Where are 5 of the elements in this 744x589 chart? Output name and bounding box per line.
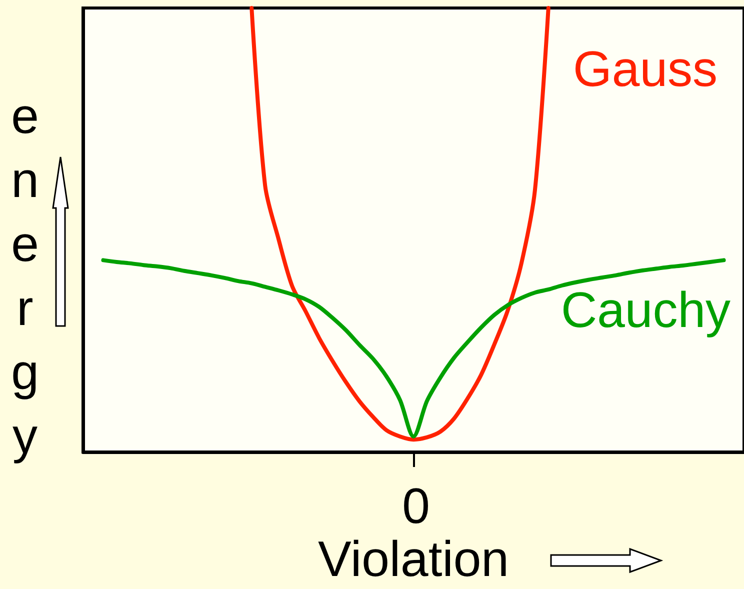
series-label: Cauchy [561, 282, 731, 338]
series-label: Gauss [573, 41, 718, 97]
x-axis-title: Violation [318, 531, 509, 587]
text: 0 [402, 478, 430, 534]
y-axis-title: energy [0, 88, 53, 472]
